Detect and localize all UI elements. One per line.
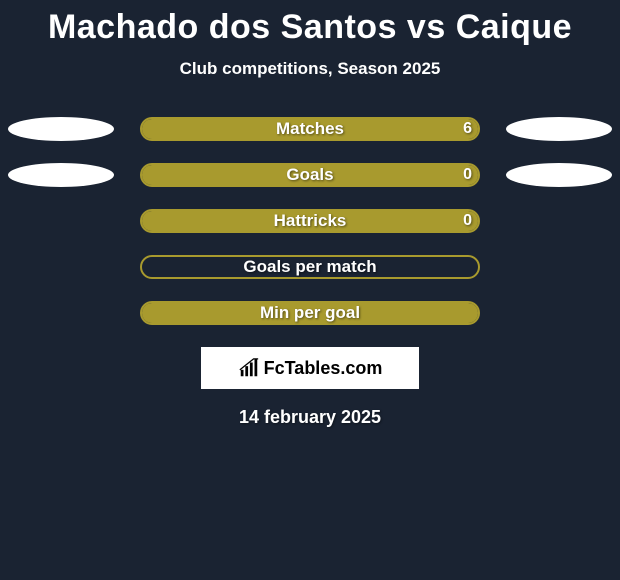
- logo-box: FcTables.com: [201, 347, 419, 389]
- player-right-marker: [506, 117, 612, 141]
- stat-row: Matches6: [0, 117, 620, 141]
- stat-label: Goals per match: [140, 255, 480, 279]
- chart-icon: [238, 357, 260, 379]
- stat-row: Min per goal: [0, 301, 620, 325]
- player-right-marker: [506, 163, 612, 187]
- comparison-infographic: Machado dos Santos vs Caique Club compet…: [0, 0, 620, 580]
- logo-text: FcTables.com: [264, 358, 383, 379]
- page-title: Machado dos Santos vs Caique: [0, 0, 620, 47]
- date-label: 14 february 2025: [0, 407, 620, 428]
- stat-value-right: 0: [463, 163, 472, 187]
- stat-row: Goals0: [0, 163, 620, 187]
- player-left-marker: [8, 117, 114, 141]
- stat-label: Matches: [140, 117, 480, 141]
- stat-label: Goals: [140, 163, 480, 187]
- stat-value-right: 6: [463, 117, 472, 141]
- player-left-marker: [8, 163, 114, 187]
- subtitle: Club competitions, Season 2025: [0, 59, 620, 79]
- stat-row: Goals per match: [0, 255, 620, 279]
- stat-row: Hattricks0: [0, 209, 620, 233]
- stat-label: Min per goal: [140, 301, 480, 325]
- stat-label: Hattricks: [140, 209, 480, 233]
- stat-rows: Matches6Goals0Hattricks0Goals per matchM…: [0, 117, 620, 325]
- stat-value-right: 0: [463, 209, 472, 233]
